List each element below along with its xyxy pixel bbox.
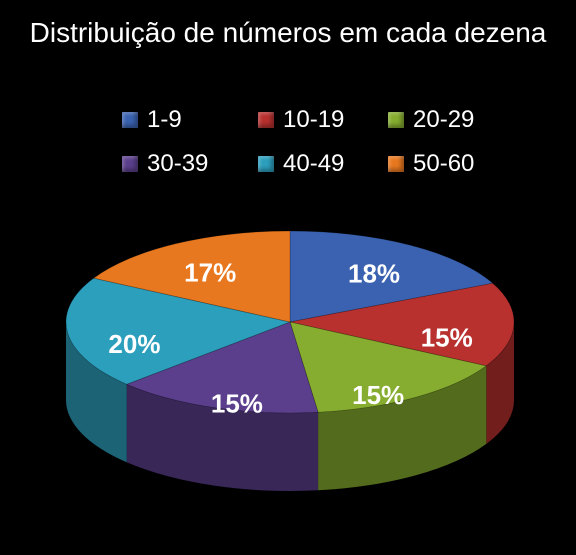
pie-data-label: 18% [348,259,400,289]
pie-data-label: 20% [108,329,160,359]
pie-slice-20-29 [289,321,488,413]
legend-swatch [258,156,274,172]
pie-data-label: 15% [421,322,473,352]
chart-legend: 1-9 10-19 20-29 30-39 40-49 50-60 [122,104,522,180]
pie-labels-layer: 18% 15% 15% 15% 20% 17% [108,257,472,418]
pie-slice-50-60 [92,230,291,323]
legend-label: 50-60 [413,150,475,177]
legend-swatch [122,156,138,172]
legend-item-30-39: 30-39 [122,148,258,180]
pie-slices-layer [65,230,515,414]
pie-side-20-29 [318,365,487,491]
legend-item-1-9: 1-9 [122,104,258,136]
pie-side-40-49 [66,322,127,463]
legend-item-20-29: 20-29 [388,104,522,136]
pie-data-label: 15% [211,388,263,418]
chart-title: Distribuição de números em cada dezena [0,14,576,52]
pie-data-label: 17% [184,257,236,287]
pie-side-30-39 [126,384,319,491]
pie-data-label: 15% [352,380,404,410]
pie-depth-layer [66,322,514,491]
legend-label: 40-49 [283,150,345,177]
legend-swatch [388,112,404,128]
legend-item-10-19: 10-19 [258,104,388,136]
pie-slice-30-39 [125,321,319,414]
legend-label: 30-39 [147,150,209,177]
legend-swatch [122,112,138,128]
legend-label: 10-19 [283,106,345,133]
legend-item-50-60: 50-60 [388,148,522,180]
legend-swatch [258,112,274,128]
legend-swatch [388,156,404,172]
legend-item-40-49: 40-49 [258,148,388,180]
legend-label: 20-29 [413,106,475,133]
pie-side-10-19 [486,322,514,444]
chart-title-text: Distribuição de números em cada dezena [29,17,547,48]
legend-label: 1-9 [147,106,182,133]
pie-slice-10-19 [289,282,515,367]
pie-slice-1-9 [289,230,494,323]
pie-slice-40-49 [65,277,292,385]
